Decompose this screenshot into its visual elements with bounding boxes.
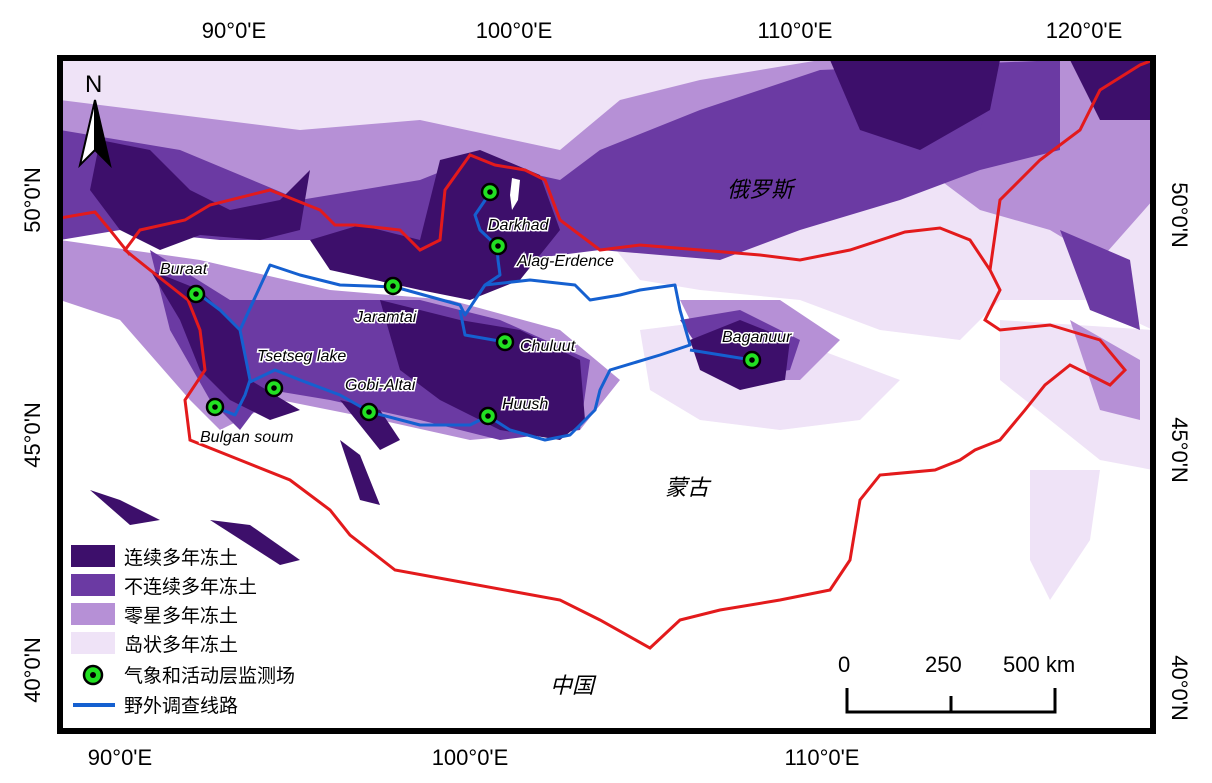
lake-khuvsgul — [510, 178, 520, 210]
north-arrow-icon: N — [78, 71, 112, 169]
bottom-tick-label: 90°0'E — [88, 745, 152, 770]
legend-label-discontinuous: 不连续多年冻土 — [124, 576, 257, 598]
scale-bar: 0 250 500 km — [838, 652, 1075, 714]
country-label-china: 中国 — [550, 674, 597, 699]
field-survey-route — [199, 192, 753, 442]
left-tick-label: 40°0'N — [20, 637, 45, 703]
station-marker: Darkhad — [480, 182, 551, 236]
legend-swatch-sporadic — [71, 603, 115, 625]
station-marker: Baganuur — [721, 328, 794, 370]
station-marker: Buraat — [159, 260, 209, 304]
station-marker: Chuluut — [495, 332, 577, 357]
station-marker: Tsetseg lake — [256, 347, 348, 398]
left-tick-label: 45°0'N — [20, 402, 45, 468]
station-label: Bulgan soum — [200, 429, 293, 446]
station-marker: Gobi-Altai — [344, 376, 417, 422]
legend-label-station: 气象和活动层监测场 — [124, 665, 295, 687]
map-frame — [57, 55, 1156, 734]
station-label: Alag-Erdence — [516, 253, 614, 270]
mongolia-border — [122, 153, 1128, 650]
top-tick-label: 100°0'E — [476, 18, 553, 43]
left-tick-label: 50°0'N — [20, 167, 45, 233]
bottom-tick-label: 100°0'E — [432, 745, 509, 770]
station-label: Chuluut — [520, 338, 576, 355]
legend-swatch-continuous — [71, 545, 115, 567]
top-tick-label: 110°0'E — [758, 18, 833, 43]
right-tick-label: 40°0'N — [1167, 655, 1192, 721]
country-label-mongolia: 蒙古 — [665, 476, 712, 501]
top-tick-label: 120°0'E — [1046, 18, 1123, 43]
station-label: Tsetseg lake — [257, 348, 346, 365]
station-marker: Jaramtai — [353, 276, 418, 328]
legend-swatch-discontinuous — [71, 574, 115, 596]
russia-china-border — [988, 58, 1153, 271]
country-label-russia: 俄罗斯 — [727, 178, 797, 203]
station-marker: Bulgan soum — [199, 397, 295, 448]
scale-label-250: 250 — [925, 652, 962, 677]
station-label: Baganuur — [722, 329, 792, 346]
legend-label-route: 野外调查线路 — [124, 695, 238, 717]
station-label: Buraat — [160, 261, 208, 278]
station-label: Gobi-Altai — [345, 377, 416, 394]
station-label: Huush — [502, 396, 548, 413]
legend-label-isolated: 岛状多年冻土 — [124, 634, 238, 656]
station-label: Darkhad — [488, 217, 550, 234]
kazakhstan-border — [60, 210, 132, 256]
scale-label-500: 500 km — [1003, 652, 1075, 677]
legend-swatch-isolated — [71, 632, 115, 654]
station-label: Jaramtai — [354, 309, 417, 326]
north-label: N — [85, 71, 102, 98]
top-tick-label: 90°0'E — [202, 18, 266, 43]
legend-label-sporadic: 零星多年冻土 — [124, 605, 238, 627]
station-marker: Huush — [478, 395, 550, 426]
station-layer: Darkhad Alag-Erdence Buraat Jaramtai Chuluut… — [159, 182, 794, 448]
bottom-tick-label: 110°0'E — [785, 745, 860, 770]
right-tick-label: 50°0'N — [1167, 182, 1192, 248]
scale-label-0: 0 — [838, 652, 850, 677]
right-tick-label: 45°0'N — [1167, 417, 1192, 483]
station-marker: Alag-Erdence — [488, 236, 616, 272]
legend-label-continuous: 连续多年冻土 — [124, 547, 238, 569]
legend: 连续多年冻土 不连续多年冻土 零星多年冻土 岛状多年冻土 气象和活动层监测场 野… — [71, 545, 295, 717]
legend-station-icon — [82, 664, 104, 686]
